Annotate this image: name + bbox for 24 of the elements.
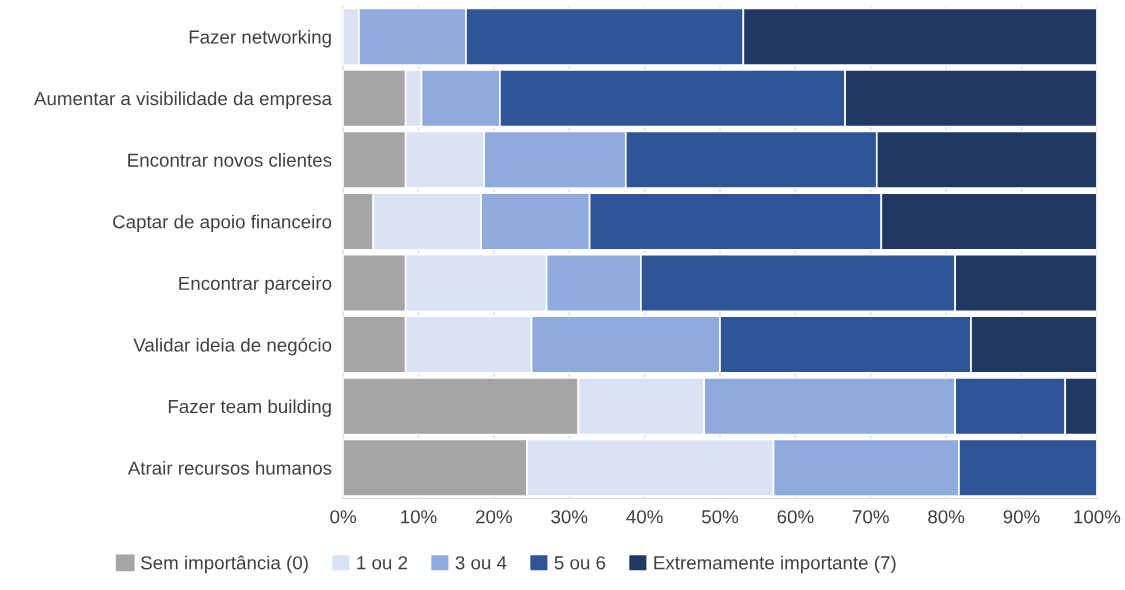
y-tick-label: Captar de apoio financeiro [113,214,332,233]
x-tick-label: 60% [777,510,814,524]
y-tick-label: Fazer team building [168,399,331,417]
y-tick-label: Encontrar parceiro [179,276,332,294]
legend-label: 1 ou 2 [357,556,408,570]
x-tick-label: 70% [852,510,889,524]
y-tick-label: Encontrar novos clientes [128,153,332,167]
y-tick-label: Aumentar a visibilidade da empresa [33,91,333,109]
x-tick-label: 30% [551,510,588,524]
x-tick-label: 10% [401,510,437,524]
x-tick-label: 80% [928,510,965,524]
y-tick-label: Fazer networking [189,29,331,48]
legend-label: 5 ou 6 [554,556,606,570]
x-tick-label: 40% [626,510,663,524]
x-tick-label: 50% [701,510,739,524]
legend-label: 3 ou 4 [455,556,507,570]
y-tick-label: Atrair recursos humanos [127,460,332,475]
x-tick-label: 100% [1074,510,1121,524]
y-tick-label: Validar ideia de negócio [133,337,332,356]
legend-label: Extremamente importante (7) [654,555,896,574]
legend-label: Sem importância (0) [141,555,308,574]
x-tick-label: 0% [330,510,357,524]
x-tick-label: 90% [1003,510,1040,524]
x-tick-label: 20% [476,510,512,524]
